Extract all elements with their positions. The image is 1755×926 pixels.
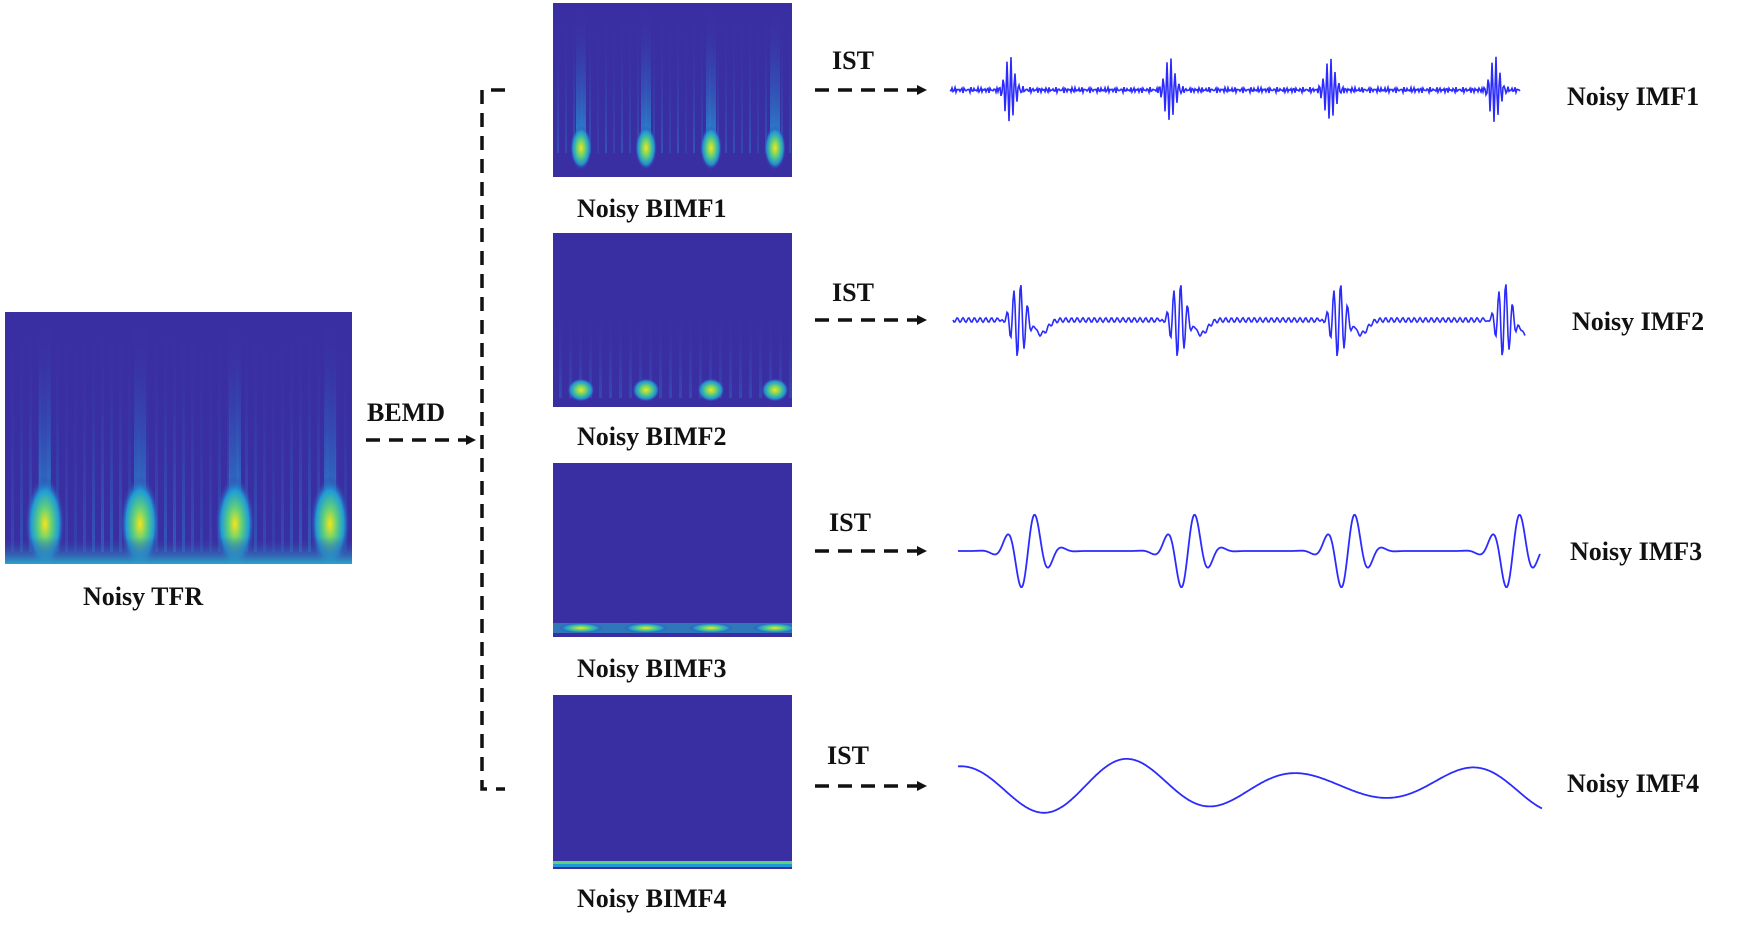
imf1-label: Noisy IMF1	[1567, 82, 1700, 111]
bimf4-label: Noisy BIMF4	[577, 884, 727, 913]
imf4-waveform	[957, 758, 1543, 814]
ist-label-1: IST	[832, 46, 874, 75]
bimf3-map	[553, 463, 792, 637]
imf1-waveform	[949, 56, 1521, 122]
ist-label-3: IST	[829, 508, 871, 537]
bimf1-graphic	[553, 3, 792, 177]
imf3-waveform	[958, 513, 1541, 589]
branch-bracket	[480, 88, 505, 791]
noisy-tfr-label: Noisy TFR	[83, 582, 204, 611]
noisy-tfr-graphic	[5, 312, 352, 564]
imf4-label: Noisy IMF4	[1567, 769, 1700, 798]
bimf2-graphic	[553, 233, 792, 407]
ist-label-2: IST	[832, 278, 874, 307]
bemd-label: BEMD	[367, 398, 445, 427]
ist-label-4: IST	[827, 741, 869, 770]
bimf3-label: Noisy BIMF3	[577, 654, 727, 683]
bimf3-graphic	[553, 463, 792, 637]
imf2-waveform	[952, 284, 1526, 357]
bimf2-map	[553, 233, 792, 407]
bimf2-label: Noisy BIMF2	[577, 422, 727, 451]
bimf1-map	[553, 3, 792, 177]
bimf4-graphic	[553, 695, 792, 869]
imf3-label: Noisy IMF3	[1570, 537, 1703, 566]
bimf1-label: Noisy BIMF1	[577, 194, 727, 223]
bimf4-map	[553, 695, 792, 869]
noisy-tfr-map	[5, 312, 352, 564]
imf2-label: Noisy IMF2	[1572, 307, 1705, 336]
